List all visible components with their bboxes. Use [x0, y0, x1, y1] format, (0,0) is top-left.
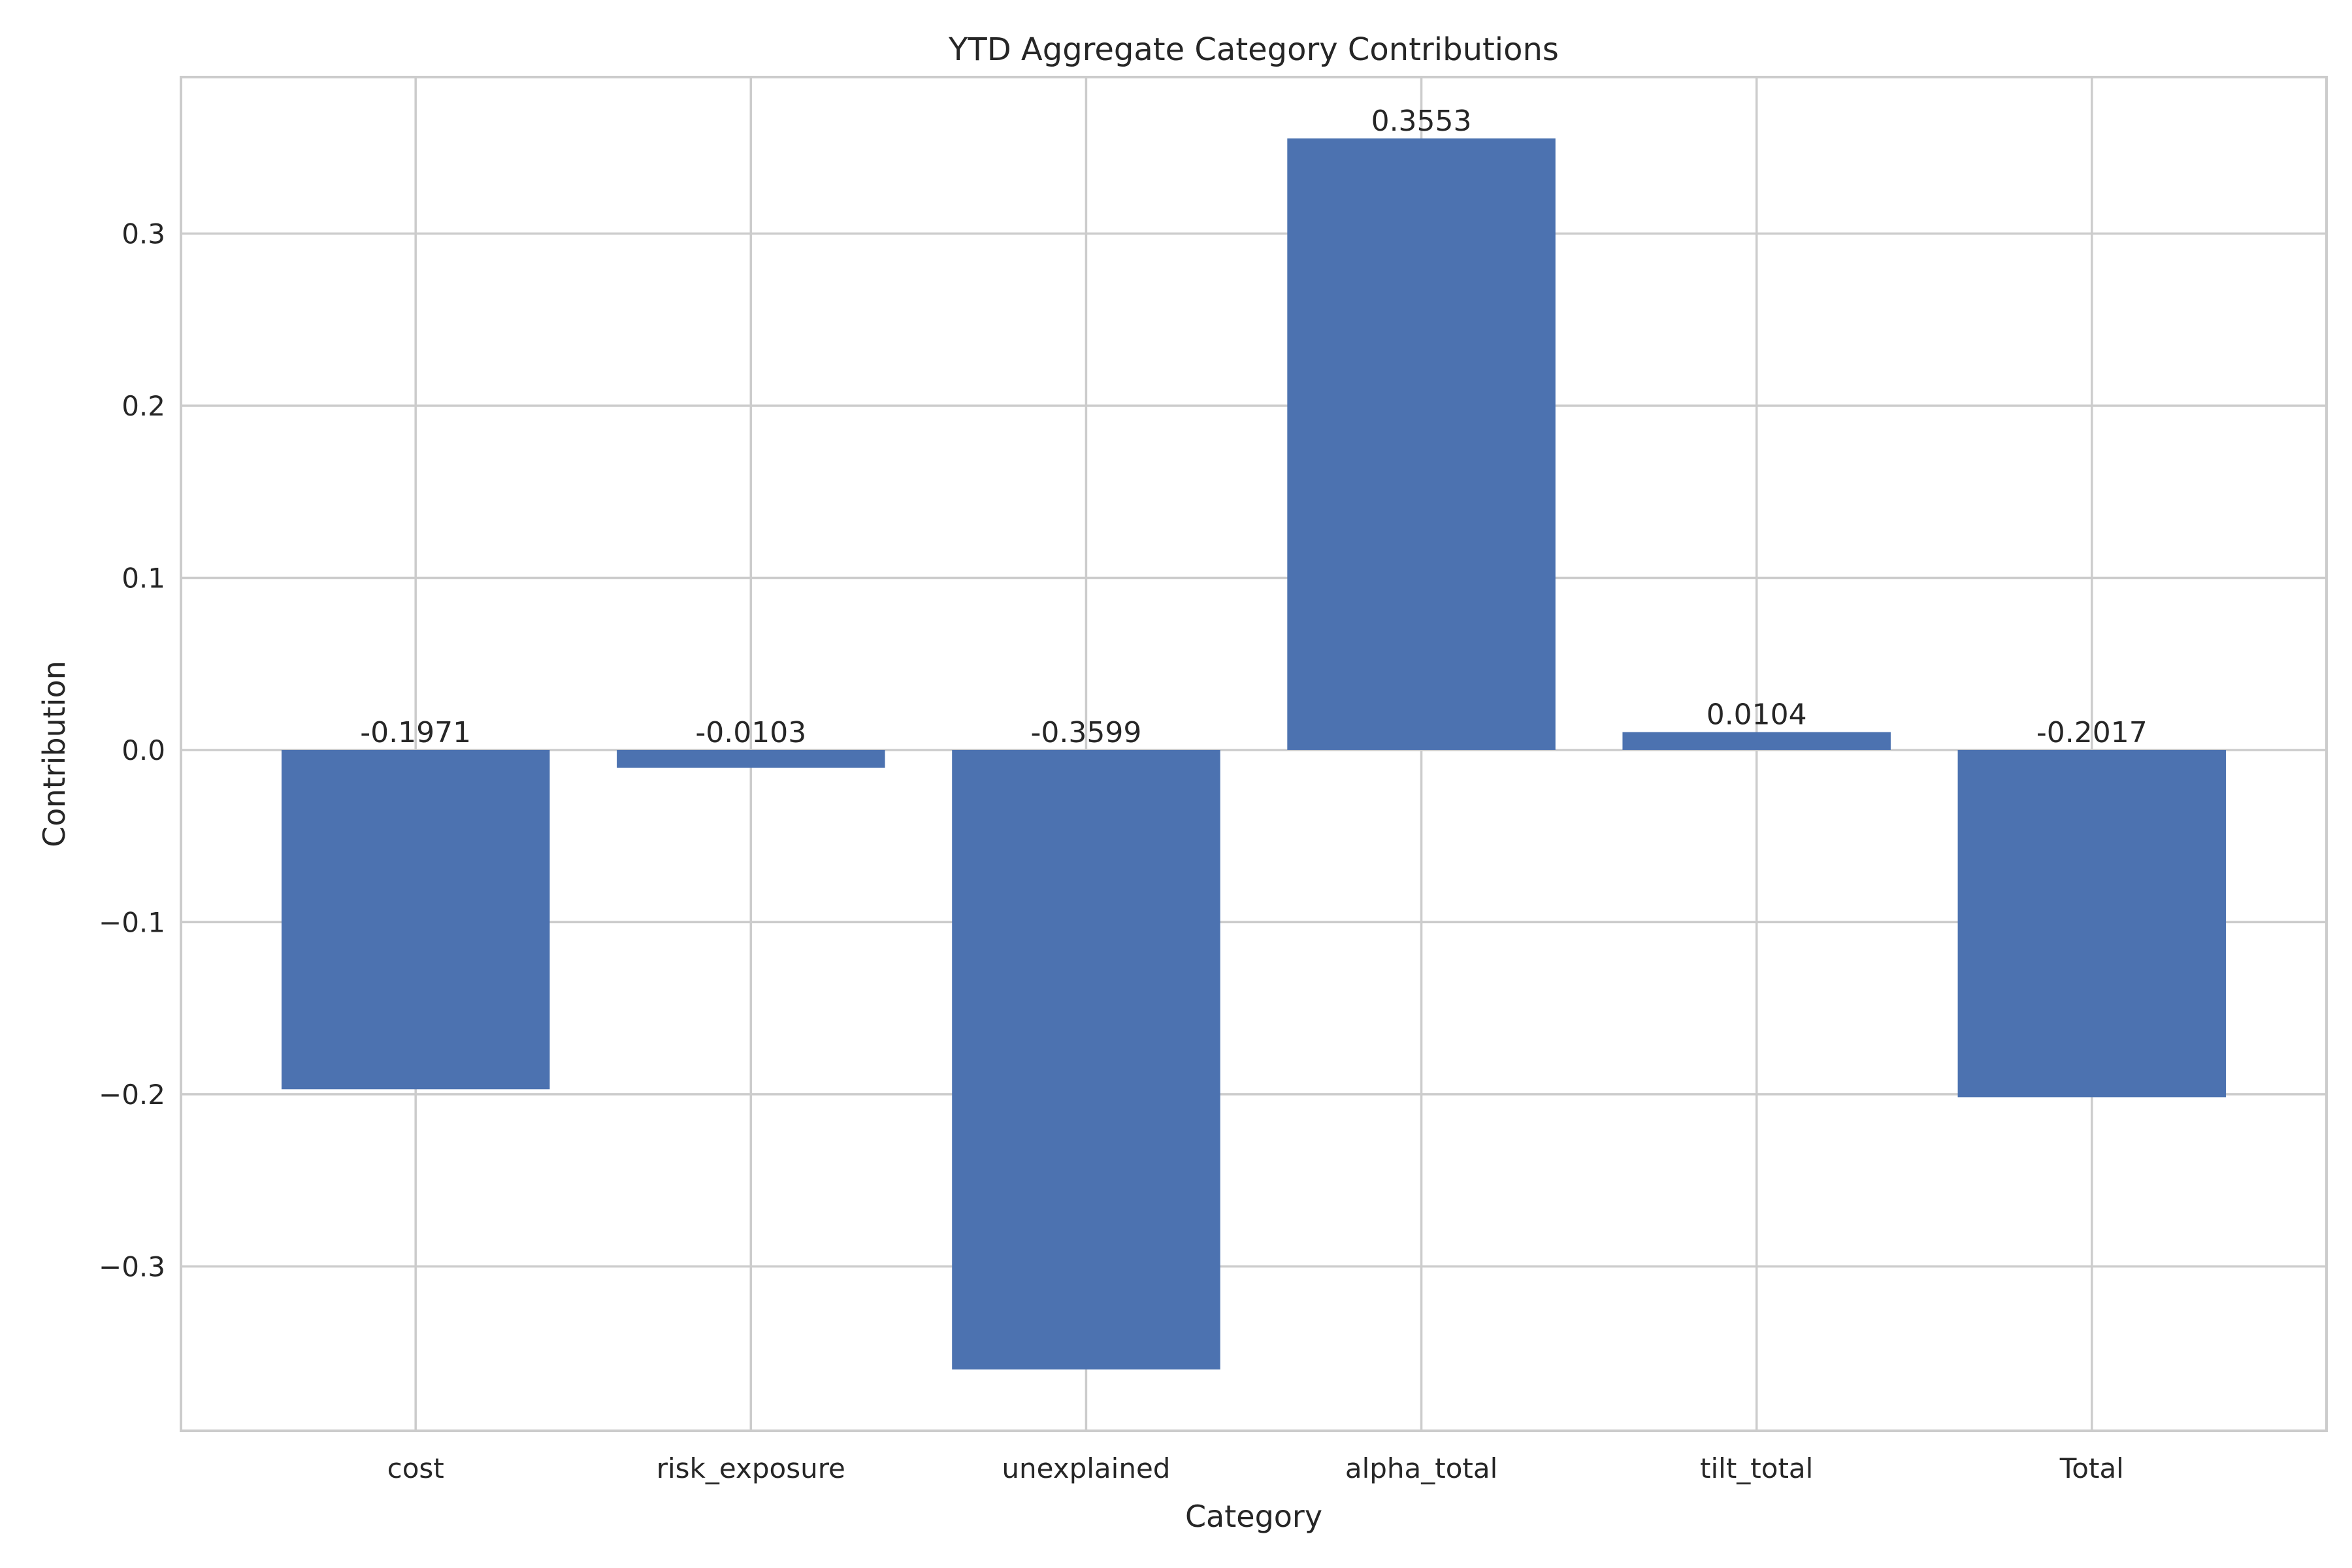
x-tick-label: Total — [2059, 1452, 2124, 1484]
plot-frame — [180, 76, 2328, 1432]
x-tick-label: alpha_total — [1345, 1452, 1497, 1484]
bar-value-label: -0.2017 — [2036, 716, 2148, 749]
bar — [1957, 749, 2227, 1098]
bar — [952, 749, 1220, 1370]
x-tick-label: cost — [387, 1452, 444, 1484]
x-axis-label: Category — [1185, 1499, 1322, 1534]
bar-value-label: -0.0103 — [695, 716, 806, 749]
bar-value-label: 0.0104 — [1707, 698, 1807, 732]
bar — [281, 749, 550, 1090]
y-tick-label: 0.3 — [122, 218, 165, 250]
bar-layer — [281, 138, 2227, 1370]
y-tick-label: −0.1 — [99, 906, 165, 938]
x-tick-label: tilt_total — [1700, 1452, 1813, 1484]
bar-value-label: 0.3553 — [1371, 105, 1472, 138]
bar — [617, 749, 885, 768]
y-axis-label: Contribution — [37, 661, 72, 847]
y-tick-label: 0.2 — [122, 390, 165, 422]
x-tick-label: risk_exposure — [657, 1452, 845, 1484]
y-tick-label: −0.3 — [99, 1250, 165, 1282]
bar — [1622, 732, 1891, 750]
y-tick-label: 0.1 — [122, 562, 165, 594]
y-tick-label: −0.2 — [99, 1079, 165, 1111]
tick-layer: −0.3 −0.2 −0.1 0.0 0.1 0.2 0.3 cost risk_exposur… — [99, 218, 2124, 1484]
y-tick-label: 0.0 — [122, 734, 165, 766]
bar-value-label: -0.3599 — [1031, 716, 1142, 749]
chart-title: YTD Aggregate Category Contributions — [948, 31, 1559, 68]
data-label-layer: -0.1971 -0.0103 -0.3599 0.3553 0.0104 -0.2017 — [360, 105, 2147, 749]
bar-value-label: -0.1971 — [360, 716, 471, 749]
bar — [1287, 138, 1556, 750]
x-tick-label: unexplained — [1002, 1452, 1170, 1484]
